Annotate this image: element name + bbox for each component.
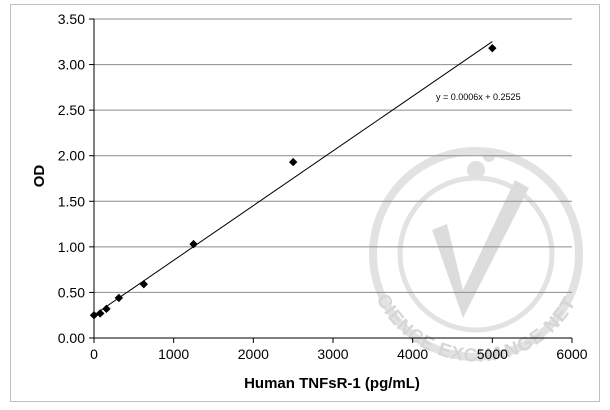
x-tick-label: 0: [90, 346, 98, 362]
trendline-equation: y = 0.0006x + 0.2525: [436, 92, 521, 102]
chart-frame: [10, 4, 600, 402]
x-axis-title: Human TNFsR-1 (pg/mL): [244, 375, 420, 392]
y-axis-title: OD: [31, 165, 48, 188]
x-tick-label: 6000: [556, 346, 587, 362]
watermark-ring-outer: [369, 147, 583, 361]
y-tick-label: 2.50: [58, 102, 85, 118]
data-point: [288, 157, 298, 167]
data-point: [189, 239, 198, 249]
y-axis-ticks: 0.00 0.50 1.00 1.50 2.00 2.50 3.00 3.50: [58, 11, 94, 346]
x-tick-label: 3000: [317, 346, 348, 362]
data-point: [114, 293, 124, 303]
x-tick-label: 2000: [238, 346, 269, 362]
watermark-text: THE SCIENCE EXCHANGE NETWORK: [0, 0, 580, 367]
data-point: [139, 280, 148, 289]
data-point: [102, 304, 111, 314]
x-tick-label: 4000: [397, 346, 428, 362]
y-tick-label: 0.00: [58, 330, 85, 346]
x-tick-label: 5000: [477, 346, 508, 362]
watermark-dot-icon: [467, 161, 485, 179]
x-axis-ticks: 0 1000 2000 3000 4000 5000 6000: [90, 338, 588, 362]
data-points: [89, 43, 497, 320]
x-tick-label: 1000: [158, 346, 189, 362]
gridlines: [94, 18, 572, 293]
y-tick-label: 3.50: [58, 11, 85, 27]
data-point: [89, 311, 99, 320]
y-tick-label: 0.50: [58, 284, 85, 300]
trendline: [93, 41, 493, 316]
watermark-checkmark-icon: [432, 180, 529, 318]
data-point: [488, 43, 497, 53]
y-tick-label: 3.00: [58, 57, 85, 73]
y-tick-label: 1.00: [58, 239, 85, 255]
y-tick-label: 2.00: [58, 148, 85, 164]
watermark-logo: THE SCIENCE EXCHANGE NETWORK: [0, 0, 583, 367]
axes: [93, 19, 572, 339]
data-point: [96, 309, 105, 318]
y-tick-label: 1.50: [58, 193, 85, 209]
